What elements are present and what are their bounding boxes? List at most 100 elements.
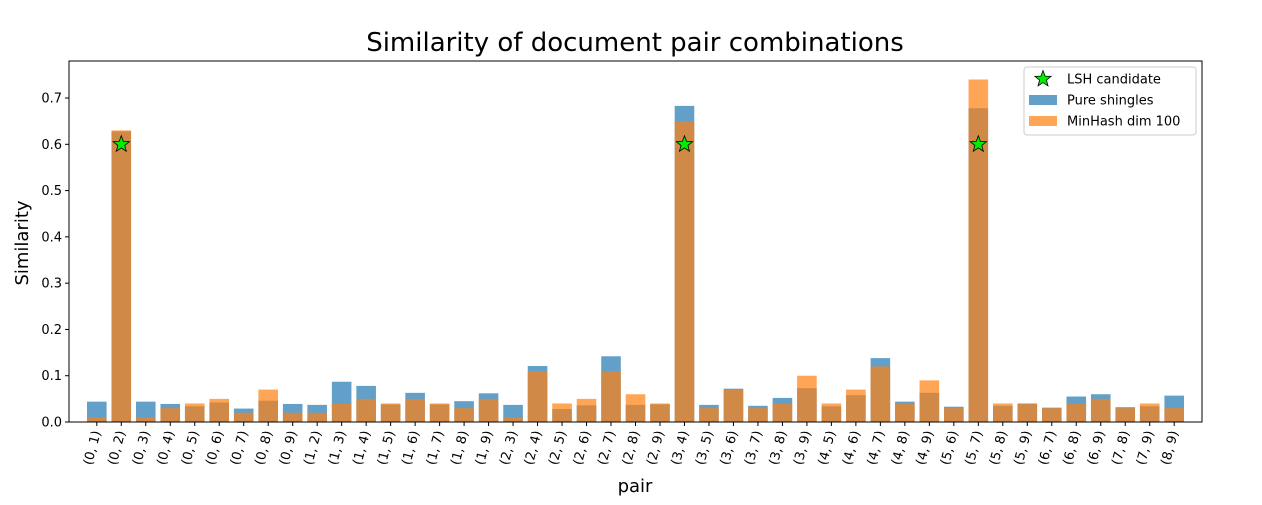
x-tick-label-34: (4, 9)	[914, 429, 938, 467]
bar-pure-shingles-0	[87, 401, 107, 422]
x-tick-label-4: (0, 5)	[179, 429, 203, 467]
chart-title: Similarity of document pair combinations	[366, 28, 904, 58]
x-tick-label-43: (7, 9)	[1134, 429, 1158, 467]
x-tick-label-42: (7, 8)	[1110, 429, 1134, 467]
x-tick-label-5: (0, 6)	[204, 429, 228, 467]
bar-pure-shingles-2	[135, 401, 156, 422]
bar-minhash-dim-100-33	[895, 403, 915, 422]
x-tick-label-6: (0, 7)	[228, 429, 252, 467]
lsh-candidate-marker-0	[112, 134, 131, 153]
bar-minhash-dim-100-8	[282, 412, 303, 422]
legend: LSH candidate Pure shingles MinHash dim 10…	[1023, 66, 1197, 136]
bars-layer	[87, 79, 1184, 423]
x-tick-label-30: (4, 5)	[816, 429, 840, 467]
bar-minhash-dim-100-19	[552, 403, 572, 422]
bar-minhash-dim-100-37	[993, 403, 1013, 422]
y-tick-label-0: 0.0	[41, 416, 62, 431]
bar-minhash-dim-100-20	[576, 398, 597, 422]
x-tick-label-24: (3, 4)	[669, 429, 693, 467]
y-tick-label-7: 0.7	[41, 92, 62, 107]
x-tick-label-25: (3, 5)	[693, 429, 717, 467]
x-tick-label-17: (2, 3)	[497, 429, 521, 467]
bar-minhash-dim-100-39	[1041, 408, 1062, 422]
x-axis-label: pair	[618, 476, 653, 497]
x-tick-label-14: (1, 7)	[424, 429, 448, 467]
bar-minhash-dim-100-6	[233, 412, 254, 422]
bar-minhash-dim-100-44	[1164, 408, 1184, 422]
lsh-candidate-marker-1	[675, 134, 694, 153]
x-tick-label-7: (0, 8)	[253, 429, 277, 467]
bar-minhash-dim-100-5	[209, 398, 230, 422]
bar-minhash-dim-100-17	[503, 417, 523, 422]
x-tick-label-44: (8, 9)	[1159, 429, 1183, 467]
x-tick-label-39: (6, 7)	[1036, 429, 1060, 467]
bar-minhash-dim-100-9	[307, 412, 327, 422]
x-tick-label-29: (3, 9)	[791, 429, 815, 467]
x-tick-label-11: (1, 4)	[350, 429, 374, 467]
x-tick-label-32: (4, 7)	[865, 429, 889, 467]
x-tick-label-16: (1, 9)	[473, 429, 497, 467]
bar-minhash-dim-100-38	[1017, 403, 1038, 422]
bar-minhash-dim-100-15	[454, 408, 474, 422]
bar-minhash-dim-100-16	[478, 398, 499, 422]
bar-minhash-dim-100-30	[821, 403, 842, 422]
bar-minhash-dim-100-31	[846, 389, 866, 422]
bar-minhash-dim-100-41	[1090, 398, 1111, 422]
legend-swatch-pure-shingles	[1029, 95, 1057, 105]
bar-minhash-dim-100-18	[527, 371, 548, 422]
bar-minhash-dim-100-28	[772, 403, 793, 422]
bar-minhash-dim-100-7	[258, 389, 278, 422]
x-tick-label-23: (2, 9)	[644, 429, 668, 467]
bar-minhash-dim-100-10	[331, 403, 352, 422]
legend-swatch-minhash-dim-100	[1029, 116, 1057, 126]
x-tick-label-12: (1, 5)	[375, 429, 399, 467]
lsh-candidate-marker-2	[969, 134, 988, 153]
x-tick-label-19: (2, 5)	[546, 429, 570, 467]
x-tick-label-33: (4, 8)	[889, 429, 913, 467]
legend-swatch-lsh-candidate	[1033, 69, 1053, 87]
y-tick-label-2: 0.2	[41, 323, 62, 338]
markers-layer	[112, 134, 988, 153]
x-tick-label-18: (2, 4)	[522, 429, 546, 467]
bar-minhash-dim-100-4	[184, 403, 205, 422]
bar-minhash-dim-100-26	[723, 389, 744, 422]
x-tick-label-26: (3, 6)	[718, 429, 742, 467]
x-tick-label-20: (2, 6)	[571, 429, 595, 467]
x-tick-label-40: (6, 8)	[1061, 429, 1085, 467]
x-tick-label-28: (3, 8)	[767, 429, 791, 467]
bar-minhash-dim-100-21	[601, 371, 621, 422]
y-tick-label-6: 0.6	[41, 138, 62, 153]
legend-label-pure-shingles: Pure shingles	[1067, 94, 1154, 109]
legend-box	[1023, 66, 1197, 136]
x-tick-label-0: (0, 1)	[81, 429, 105, 467]
bar-minhash-dim-100-40	[1066, 403, 1087, 422]
y-tick-label-1: 0.1	[41, 369, 62, 384]
bar-minhash-dim-100-34	[919, 380, 940, 422]
x-tick-label-38: (5, 9)	[1012, 429, 1036, 467]
bar-minhash-dim-100-1	[111, 130, 132, 423]
x-tick-label-8: (0, 9)	[277, 429, 301, 467]
bar-minhash-dim-100-0	[87, 417, 107, 422]
legend-label-minhash-dim-100: MinHash dim 100	[1067, 115, 1180, 130]
bar-minhash-dim-100-11	[356, 398, 376, 422]
x-tick-label-15: (1, 8)	[448, 429, 472, 467]
x-tick-label-22: (2, 8)	[620, 429, 644, 467]
x-tick-label-13: (1, 6)	[399, 429, 423, 467]
x-tick-label-9: (1, 2)	[301, 429, 325, 467]
bar-minhash-dim-100-3	[160, 408, 181, 422]
x-tick-label-10: (1, 3)	[326, 429, 350, 467]
bar-minhash-dim-100-35	[944, 408, 964, 422]
bar-minhash-dim-100-14	[429, 403, 450, 422]
x-tick-label-2: (0, 3)	[130, 429, 154, 467]
x-tick-label-21: (2, 7)	[595, 429, 619, 467]
y-tick-label-4: 0.4	[41, 230, 62, 245]
x-tick-label-35: (5, 6)	[938, 429, 962, 467]
bar-minhash-dim-100-13	[405, 398, 425, 422]
x-tick-label-36: (5, 7)	[963, 429, 987, 467]
bar-minhash-dim-100-12	[380, 403, 401, 422]
x-tick-label-37: (5, 8)	[987, 429, 1011, 467]
bar-minhash-dim-100-25	[699, 408, 719, 422]
bar-minhash-dim-100-29	[797, 375, 817, 422]
bar-minhash-dim-100-22	[625, 394, 646, 422]
